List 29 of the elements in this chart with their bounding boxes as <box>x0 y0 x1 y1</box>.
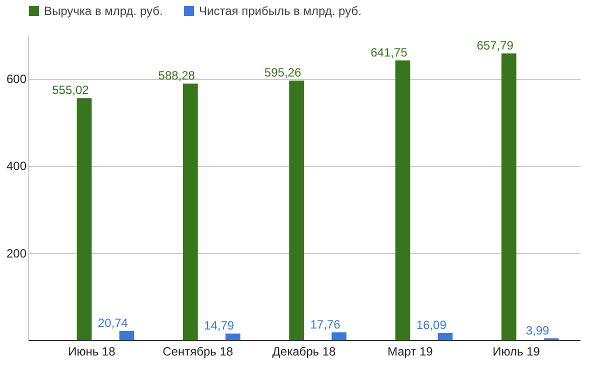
data-label: 555,02 <box>52 83 90 98</box>
data-label: 3,99 <box>526 323 550 338</box>
y-tick-label: 400 <box>6 159 27 174</box>
data-label: 595,26 <box>264 66 302 80</box>
data-label: 588,28 <box>158 68 196 83</box>
data-label: 17,76 <box>310 317 341 332</box>
bar <box>332 332 346 340</box>
bar <box>289 80 304 340</box>
data-label: 657,79 <box>476 38 514 52</box>
x-tick-label: Март 19 <box>387 344 434 358</box>
data-label: 14,79 <box>204 318 234 333</box>
bar <box>119 330 134 340</box>
legend-label: Чистая прибыль в млрд. руб. <box>199 4 362 18</box>
data-label: 16,09 <box>416 318 447 332</box>
bar <box>76 98 92 340</box>
x-tick-label: Декабрь 18 <box>272 344 336 358</box>
legend-label: Выручка в млрд. руб. <box>44 4 163 18</box>
bar <box>182 84 198 340</box>
data-label: 641,75 <box>370 45 408 60</box>
x-tick-label: Июнь 18 <box>68 344 116 358</box>
bar <box>438 332 453 340</box>
y-tick-label: 600 <box>6 72 27 86</box>
data-label: 20,74 <box>98 316 128 330</box>
bar <box>225 334 240 340</box>
bar <box>395 60 410 340</box>
x-tick-label: Июль 19 <box>492 344 540 358</box>
bar <box>501 53 516 340</box>
y-tick-label: 200 <box>6 246 27 260</box>
x-tick-label: Сентябрь 18 <box>162 344 234 358</box>
